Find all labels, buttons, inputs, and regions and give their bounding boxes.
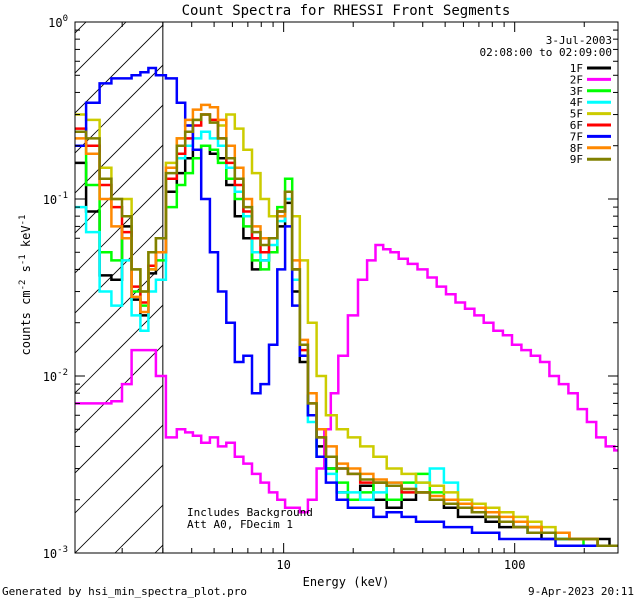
chart-title: Count Spectra for RHESSI Front Segments [182, 3, 511, 19]
y-axis-label: counts cm-2 s-1 keV-1 [18, 215, 33, 356]
legend-label: 5F [570, 108, 583, 121]
legend-label: 6F [570, 119, 583, 132]
y-axis-label-exp: -2 [18, 280, 28, 291]
y-tick-label: 10-3 [43, 545, 68, 561]
x-axis-ticks: 10 100 [121, 22, 585, 572]
y-axis-label-exp: -1 [18, 254, 28, 265]
y-tick-base: 10 [43, 193, 57, 207]
y-axis-label-part: s [19, 265, 33, 279]
series-layer [75, 66, 618, 547]
y-tick-base: 10 [48, 16, 62, 30]
series-line-7F [75, 66, 618, 547]
y-axis-label-exp: -1 [18, 215, 28, 226]
y-tick-exp: -3 [57, 545, 68, 555]
y-tick-exp: 0 [63, 14, 68, 24]
note-background: Includes Background [187, 506, 313, 519]
legend-label: 3F [570, 85, 583, 98]
legend-label: 9F [570, 153, 583, 166]
x-tick-label: 100 [504, 558, 526, 572]
x-tick-label: 10 [276, 558, 290, 572]
note-attenuator: Att A0, FDecim 1 [187, 518, 293, 531]
legend-label: 1F [570, 62, 583, 75]
y-tick-exp: -1 [57, 191, 68, 201]
y-tick-label: 10-2 [43, 368, 68, 384]
hatch-line [75, 64, 163, 154]
legend-label: 7F [570, 130, 583, 143]
y-tick-label: 10-1 [43, 191, 68, 207]
y-axis-label-part: keV [19, 225, 33, 254]
hatch-line [154, 544, 163, 553]
legend-label: 2F [570, 73, 583, 86]
y-tick-base: 10 [43, 547, 57, 561]
series-line-8F [75, 103, 618, 547]
y-axis-label-part: counts cm [19, 290, 33, 355]
legend-label: 8F [570, 142, 583, 155]
series-line-9F [75, 113, 618, 547]
y-tick-label: 100 [48, 14, 68, 30]
hatch-line [75, 184, 163, 274]
plot-frame [74, 21, 619, 554]
hatch-line [75, 384, 163, 474]
footer-timestamp: 9-Apr-2023 20:11 [528, 585, 634, 598]
hatch-line [0, 0, 115, 553]
time-range-label: 02:08:00 to 02:09:00 [480, 46, 612, 59]
x-axis-label: Energy (keV) [303, 575, 390, 589]
date-label: 3-Jul-2003 [546, 34, 612, 47]
footer-generated-by: Generated by hsi_min_spectra_plot.pro [2, 585, 247, 598]
hatch-line [75, 224, 163, 314]
legend-label: 4F [570, 96, 583, 109]
hatch-line [75, 24, 163, 114]
hatch-line [0, 0, 75, 553]
hatched-region [0, 0, 163, 553]
hatch-line [114, 504, 163, 553]
y-tick-base: 10 [43, 370, 57, 384]
y-tick-exp: -2 [57, 368, 68, 378]
hatch-line [75, 22, 127, 74]
hatch-line [75, 424, 163, 514]
hatch-line [75, 464, 163, 553]
hatch-line [75, 264, 163, 354]
series-line-2F [75, 243, 618, 514]
